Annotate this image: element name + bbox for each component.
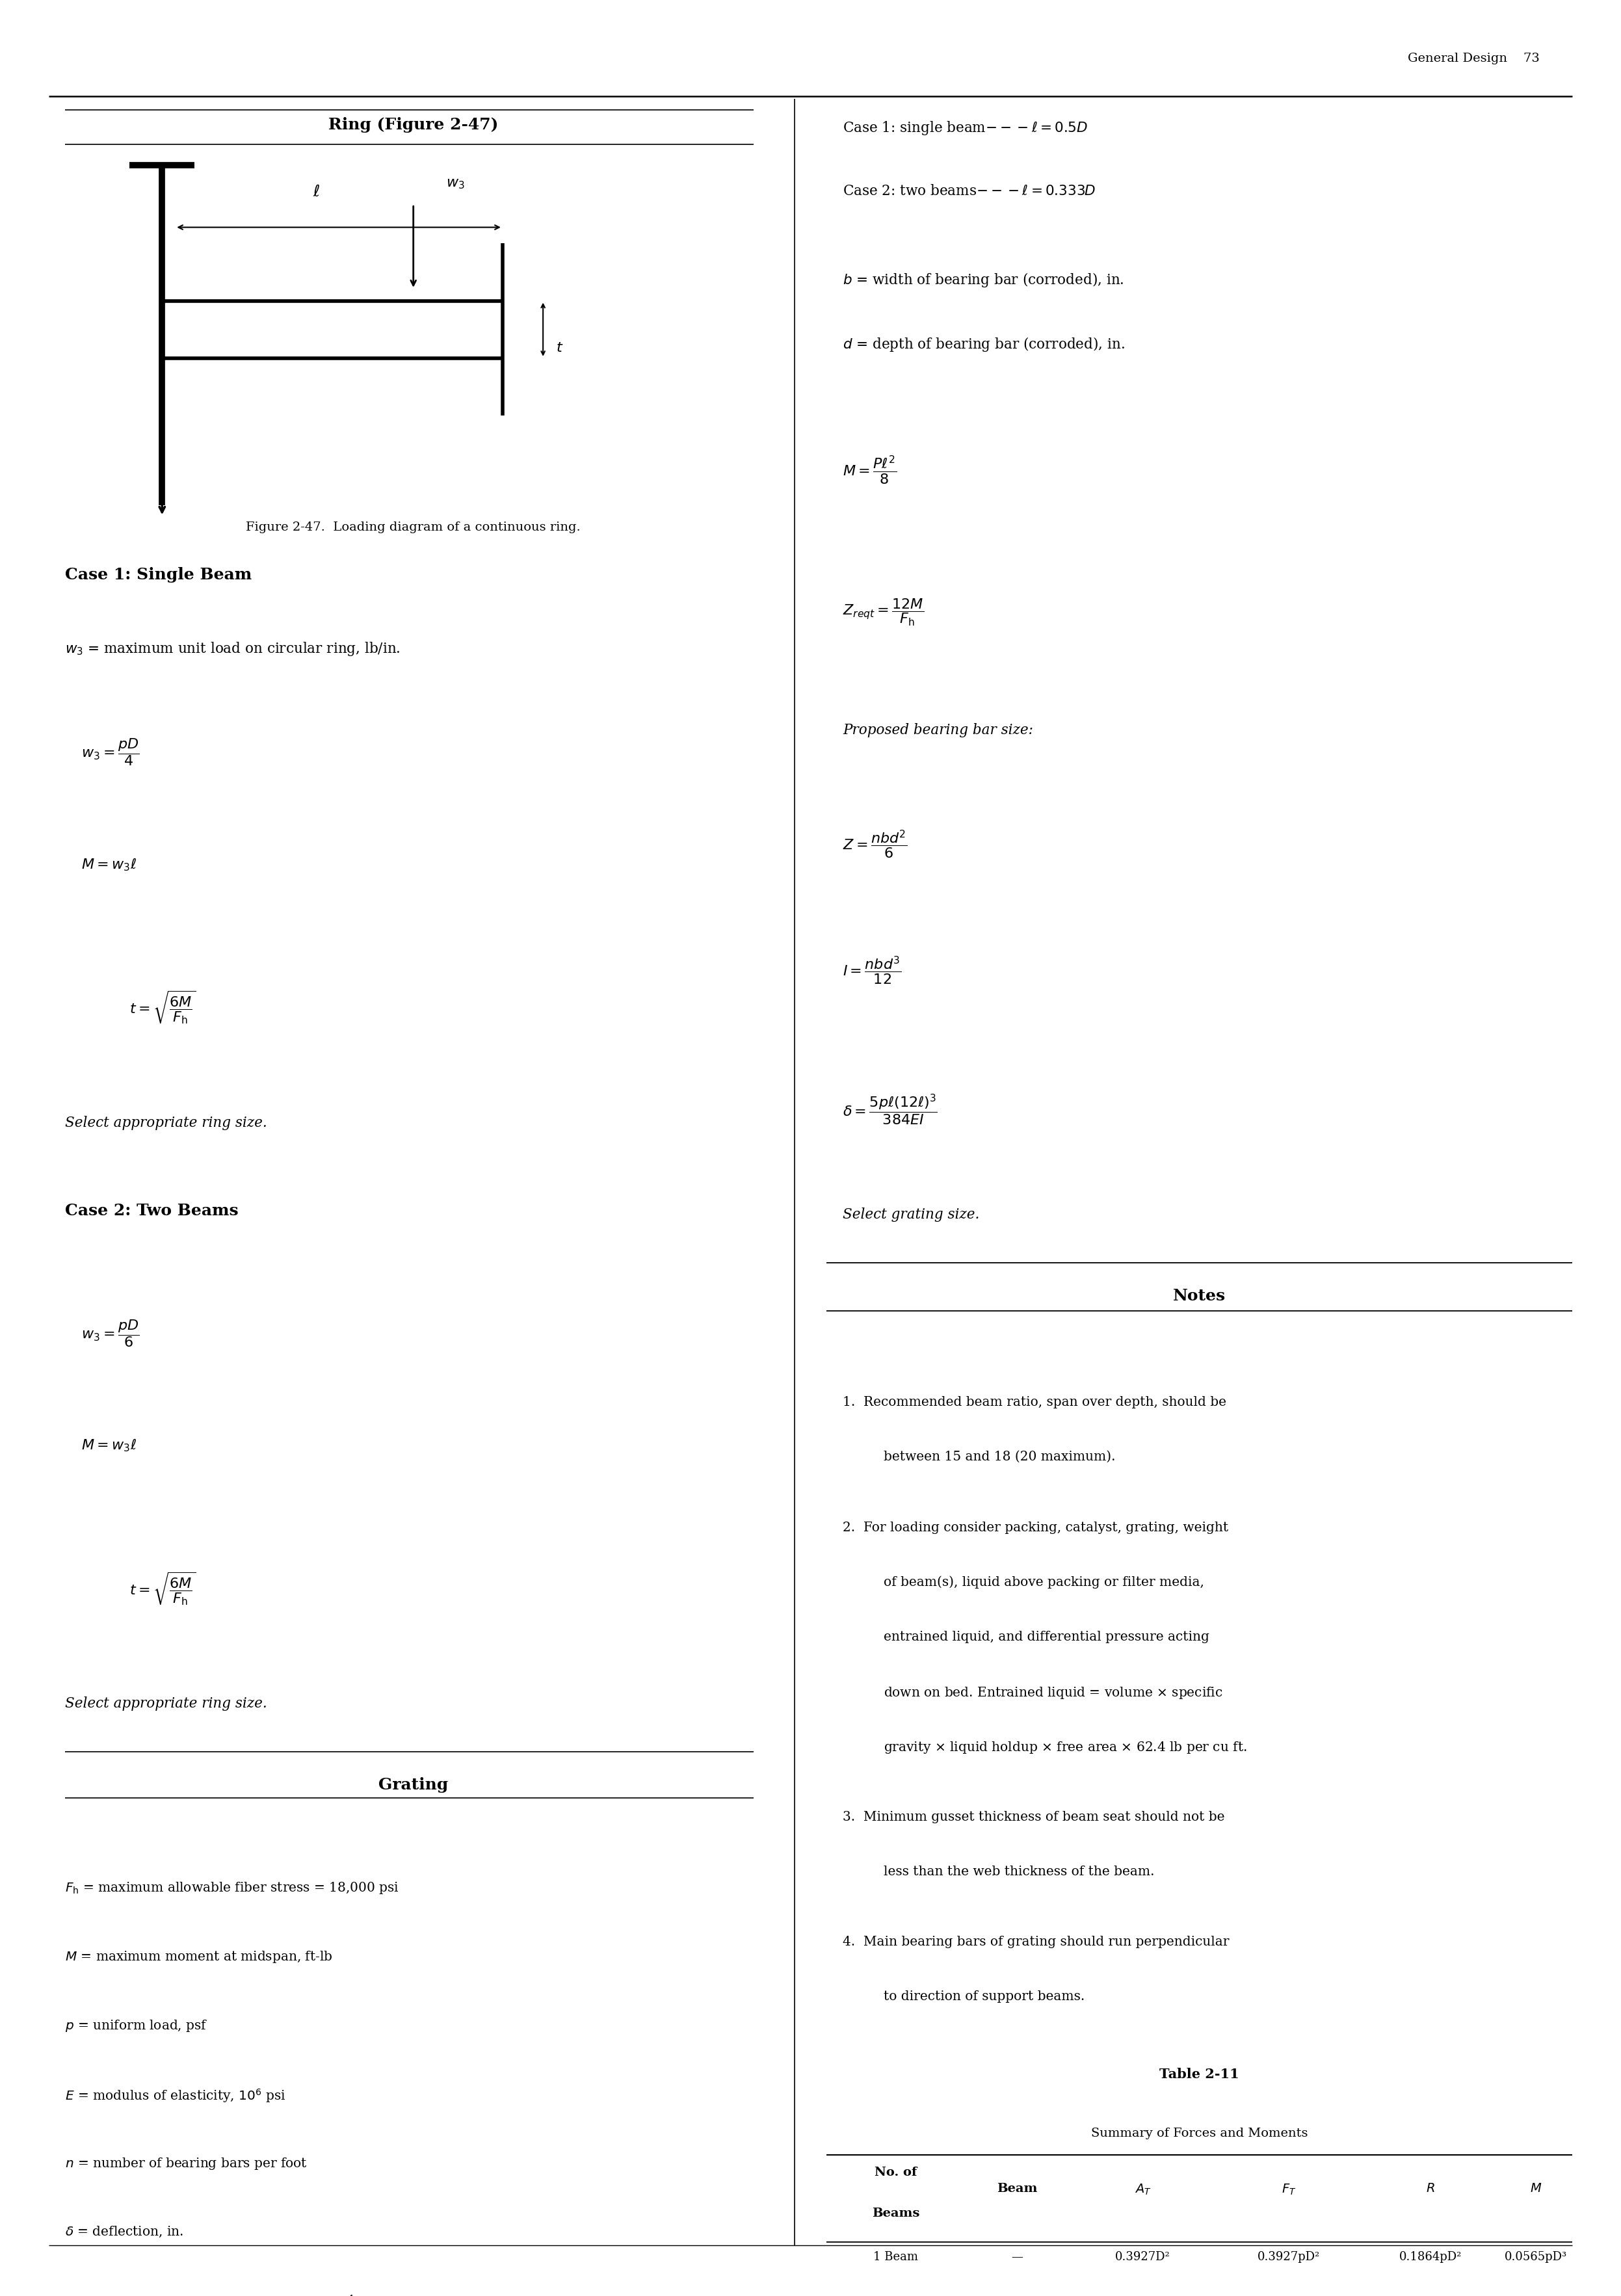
Text: 0.1864pD²: 0.1864pD² [1399,2252,1462,2264]
Text: Proposed bearing bar size:: Proposed bearing bar size: [843,723,1033,737]
Text: $d$ = depth of bearing bar (corroded), in.: $d$ = depth of bearing bar (corroded), i… [843,335,1125,354]
Text: $n$ = number of bearing bars per foot: $n$ = number of bearing bars per foot [65,2156,308,2172]
Text: $w_3$: $w_3$ [446,177,465,191]
Text: $M = \dfrac{P\ell^2}{8}$: $M = \dfrac{P\ell^2}{8}$ [843,455,896,487]
Text: gravity $\times$ liquid holdup $\times$ free area $\times$ 62.4 lb per cu ft.: gravity $\times$ liquid holdup $\times$ … [883,1740,1247,1754]
Text: Case 2: two beams$\mathrm{---}\ell = 0.333D$: Case 2: two beams$\mathrm{---}\ell = 0.3… [843,184,1096,197]
Text: Beam: Beam [997,2183,1037,2195]
Text: $E$ = modulus of elasticity, $10^6$ psi: $E$ = modulus of elasticity, $10^6$ psi [65,2087,285,2103]
Text: $w_3$ = maximum unit load on circular ring, lb/in.: $w_3$ = maximum unit load on circular ri… [65,641,400,657]
Text: Summary of Forces and Moments: Summary of Forces and Moments [1091,2128,1308,2140]
Text: Ring (Figure 2-47): Ring (Figure 2-47) [329,117,498,133]
Text: 4.  Main bearing bars of grating should run perpendicular: 4. Main bearing bars of grating should r… [843,1936,1229,1949]
Text: $\ell$: $\ell$ [313,184,319,200]
Text: General Design    73: General Design 73 [1409,53,1540,64]
Text: $Z_{reqt} = \dfrac{12M}{F_{\rm h}}$: $Z_{reqt} = \dfrac{12M}{F_{\rm h}}$ [843,597,924,627]
Text: Table 2-11: Table 2-11 [1159,2069,1240,2080]
Text: 0.3927pD²: 0.3927pD² [1258,2252,1319,2264]
Text: Figure 2-47.  Loading diagram of a continuous ring.: Figure 2-47. Loading diagram of a contin… [246,521,580,533]
Text: 1 Beam: 1 Beam [874,2252,917,2264]
Text: Case 1: single beam$\mathrm{---}\ell = 0.5D$: Case 1: single beam$\mathrm{---}\ell = 0… [843,119,1088,135]
Text: $F_{\rm h}$ = maximum allowable fiber stress = 18,000 psi: $F_{\rm h}$ = maximum allowable fiber st… [65,1880,399,1896]
Text: —: — [1012,2252,1023,2264]
Text: $p$ = uniform load, psf: $p$ = uniform load, psf [65,2018,207,2034]
Text: $A_T$: $A_T$ [1135,2183,1151,2197]
Text: $Z = \dfrac{nbd^2}{6}$: $Z = \dfrac{nbd^2}{6}$ [843,829,908,861]
Text: entrained liquid, and differential pressure acting: entrained liquid, and differential press… [883,1630,1209,1644]
Text: $t$: $t$ [556,340,564,356]
Text: less than the web thickness of the beam.: less than the web thickness of the beam. [883,1864,1154,1878]
Text: down on bed. Entrained liquid = volume $\times$ specific: down on bed. Entrained liquid = volume $… [883,1685,1222,1701]
Text: $M$: $M$ [1530,2183,1542,2195]
Text: $I = \dfrac{nbd^3}{12}$: $I = \dfrac{nbd^3}{12}$ [843,955,901,987]
Text: Select appropriate ring size.: Select appropriate ring size. [65,1116,267,1130]
Text: $\delta = \dfrac{5p\ell(12\ell)^3}{384EI}$: $\delta = \dfrac{5p\ell(12\ell)^3}{384EI… [843,1093,939,1127]
Text: $w_3 = \dfrac{pD}{4}$: $w_3 = \dfrac{pD}{4}$ [81,737,139,767]
Text: $b$ = width of bearing bar (corroded), in.: $b$ = width of bearing bar (corroded), i… [843,271,1125,289]
Text: 1.  Recommended beam ratio, span over depth, should be: 1. Recommended beam ratio, span over dep… [843,1396,1227,1407]
Text: 3.  Minimum gusset thickness of beam seat should not be: 3. Minimum gusset thickness of beam seat… [843,1812,1225,1823]
Text: to direction of support beams.: to direction of support beams. [883,1991,1084,2002]
Text: $\delta$ = deflection, in.: $\delta$ = deflection, in. [65,2225,183,2239]
Text: $t = \sqrt{\dfrac{6M}{F_{\rm h}}}$: $t = \sqrt{\dfrac{6M}{F_{\rm h}}}$ [130,1570,196,1607]
Text: $R$: $R$ [1426,2183,1435,2195]
Text: Case 1: Single Beam: Case 1: Single Beam [65,567,251,583]
Text: $M = w_3\ell$: $M = w_3\ell$ [81,856,136,872]
Text: 0.3927D²: 0.3927D² [1115,2252,1170,2264]
Text: between 15 and 18 (20 maximum).: between 15 and 18 (20 maximum). [883,1451,1115,1463]
Text: Notes: Notes [1174,1288,1225,1304]
Text: Beams: Beams [872,2209,919,2220]
Text: $M$ = maximum moment at midspan, ft-lb: $M$ = maximum moment at midspan, ft-lb [65,1949,332,1965]
Text: Select appropriate ring size.: Select appropriate ring size. [65,1697,267,1711]
Text: 0.0565pD³: 0.0565pD³ [1504,2252,1568,2264]
Text: $M = w_3\ell$: $M = w_3\ell$ [81,1437,136,1453]
Text: 2.  For loading consider packing, catalyst, grating, weight: 2. For loading consider packing, catalys… [843,1522,1229,1534]
Text: of beam(s), liquid above packing or filter media,: of beam(s), liquid above packing or filt… [883,1575,1204,1589]
Text: Grating: Grating [378,1777,449,1793]
Text: $t = \sqrt{\dfrac{6M}{F_{\rm h}}}$: $t = \sqrt{\dfrac{6M}{F_{\rm h}}}$ [130,990,196,1026]
Text: Select grating size.: Select grating size. [843,1208,979,1221]
Text: $F_T$: $F_T$ [1282,2183,1295,2197]
Text: $w_3 = \dfrac{pD}{6}$: $w_3 = \dfrac{pD}{6}$ [81,1318,139,1348]
Text: No. of: No. of [874,2167,917,2179]
Text: Case 2: Two Beams: Case 2: Two Beams [65,1203,238,1219]
